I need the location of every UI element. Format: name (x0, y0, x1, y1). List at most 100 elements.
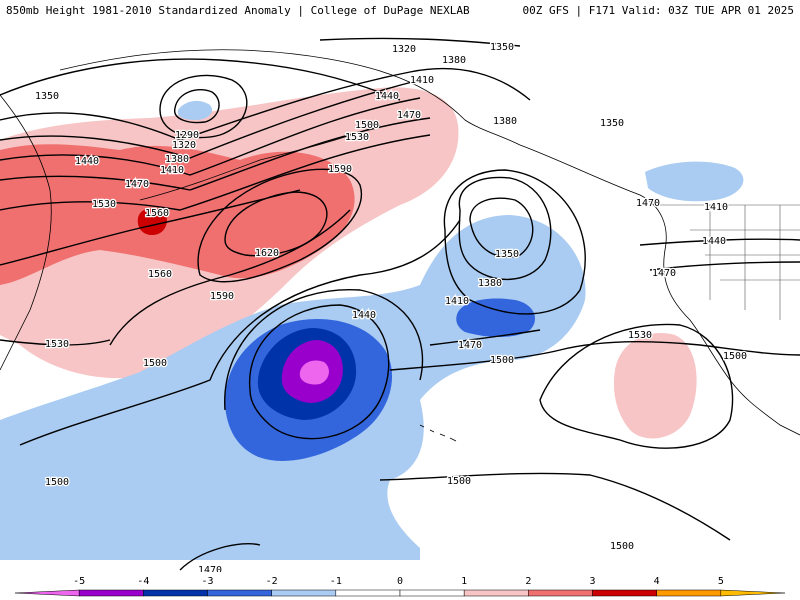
contour-label: 1500 (447, 476, 471, 487)
aleutian-coast (139, 124, 381, 201)
colorbar-tick-label: -5 (73, 576, 85, 587)
model-run-info: 00Z GFS | F171 Valid: 03Z TUE APR 01 202… (522, 4, 794, 17)
negative-anomaly-shading (0, 100, 744, 560)
contour-1320 (159, 37, 521, 139)
contour-label: 1410 (704, 202, 728, 213)
contour-label: 1500 (610, 541, 634, 552)
negative-anomaly-magenta (299, 360, 329, 385)
contour-label: 1530 (628, 330, 652, 341)
contour-label: 1470 (397, 110, 421, 121)
colorbar-ticks: -5 -4 -3 -2 -1 0 1 2 3 4 5 (73, 576, 724, 587)
colorbar-segment (592, 589, 657, 597)
contour-label: 1350 (35, 91, 59, 102)
hawaii-islands (419, 424, 457, 442)
contour-label: 1350 (600, 118, 624, 129)
contour-label: 1440 (375, 91, 399, 102)
colorbar-segment (720, 589, 786, 597)
contour-label: 1410 (160, 165, 184, 176)
contour-label: 1530 (92, 199, 116, 210)
contour-label: 1590 (328, 164, 352, 175)
contour-1500 (19, 219, 800, 541)
contour-label: 1440 (75, 156, 99, 167)
contour-1530 (0, 134, 734, 449)
contour-label: 1380 (478, 278, 502, 289)
contour-1440 (0, 97, 800, 440)
colorbar-segment (207, 589, 272, 597)
colorbar-tick-label: -4 (137, 576, 149, 587)
contour-label: 1320 (392, 44, 416, 55)
anomaly-colorbar: -5 -4 -3 -2 -1 0 1 2 3 4 5 (14, 576, 786, 597)
state-borders (690, 205, 800, 320)
contour-label: 1470 (652, 268, 676, 279)
colorbar-tick-label: -2 (266, 576, 278, 587)
contour-label: 1380 (493, 116, 517, 127)
colorbar-segment (78, 589, 144, 597)
north-america-west-coast (519, 144, 800, 436)
colorbar-tick-label: -3 (201, 576, 213, 587)
contour-1290 (174, 89, 220, 124)
contour-label: 1410 (410, 75, 434, 86)
colorbar-segment (463, 589, 529, 597)
contour-label: 1470 (198, 565, 222, 572)
contour-label: 1440 (702, 236, 726, 247)
colorbar-segment (271, 589, 337, 597)
colorbar-segment (335, 589, 401, 597)
contour-label: 1500 (143, 358, 167, 369)
contour-label: 1350 (490, 42, 514, 53)
height-contours (0, 37, 800, 571)
contour-1350 (0, 58, 534, 258)
contour-label: 1410 (445, 296, 469, 307)
colorbar-tick-label: 0 (397, 576, 403, 587)
colorbar-tick-label: 1 (461, 576, 467, 587)
positive-anomaly-strong (137, 208, 167, 236)
contour-1620 (224, 191, 328, 257)
contour-label: 1350 (495, 249, 519, 260)
colorbar-tick-label: -1 (330, 576, 342, 587)
coastlines (0, 49, 800, 442)
colorbar-segment (143, 589, 208, 597)
map-title: 850mb Height 1981-2010 Standardized Anom… (6, 4, 470, 17)
negative-anomaly-light-gulf (177, 100, 213, 120)
contour-label: 1590 (210, 291, 234, 302)
contour-1470 (0, 117, 800, 571)
contour-label: 1470 (636, 198, 660, 209)
contour-1560 (0, 189, 351, 346)
map-header: 850mb Height 1981-2010 Standardized Anom… (0, 0, 800, 22)
contour-label: 1530 (45, 339, 69, 350)
colorbar-tick-label: 4 (654, 576, 660, 587)
contour-label: 1500 (490, 355, 514, 366)
colorbar-segment (656, 589, 722, 597)
contour-1590 (197, 168, 363, 283)
contour-label: 1320 (172, 140, 196, 151)
contour-label: 1560 (148, 269, 172, 280)
colorbar-tick-label: 5 (718, 576, 724, 587)
colorbar-tick-label: 2 (525, 576, 531, 587)
contour-1410 (0, 79, 586, 315)
anomaly-map: 1350 1290 1320 1380 1410 1440 1470 1530 … (0, 37, 800, 572)
contour-label: 1290 (175, 130, 199, 141)
contour-1380 (0, 67, 552, 281)
contour-label: 1500 (45, 477, 69, 488)
colorbar-tick-label: 3 (589, 576, 595, 587)
contour-label: 1620 (255, 248, 279, 259)
asia-coast (0, 94, 52, 371)
colorbar-segment (399, 589, 465, 597)
contour-label: 1470 (125, 179, 149, 190)
positive-anomaly-east (613, 333, 697, 439)
contour-label: 1470 (458, 340, 482, 351)
contour-labels: 1350 1290 1320 1380 1410 1440 1470 1530 … (34, 41, 749, 572)
contour-label: 1380 (165, 154, 189, 165)
colorbar-segment (14, 589, 80, 597)
contour-label: 1380 (442, 55, 466, 66)
negative-anomaly-light-pacific (645, 161, 744, 202)
contour-label: 1500 (723, 351, 747, 362)
contour-label: 1560 (145, 208, 169, 219)
contour-label: 1440 (352, 310, 376, 321)
negative-anomaly-medium-north (456, 298, 535, 337)
colorbar-segment (528, 589, 593, 597)
contour-label: 1530 (345, 132, 369, 143)
contour-label: 1500 (355, 120, 379, 131)
alaska-coast (59, 49, 521, 146)
colorbar-segments (14, 589, 786, 597)
